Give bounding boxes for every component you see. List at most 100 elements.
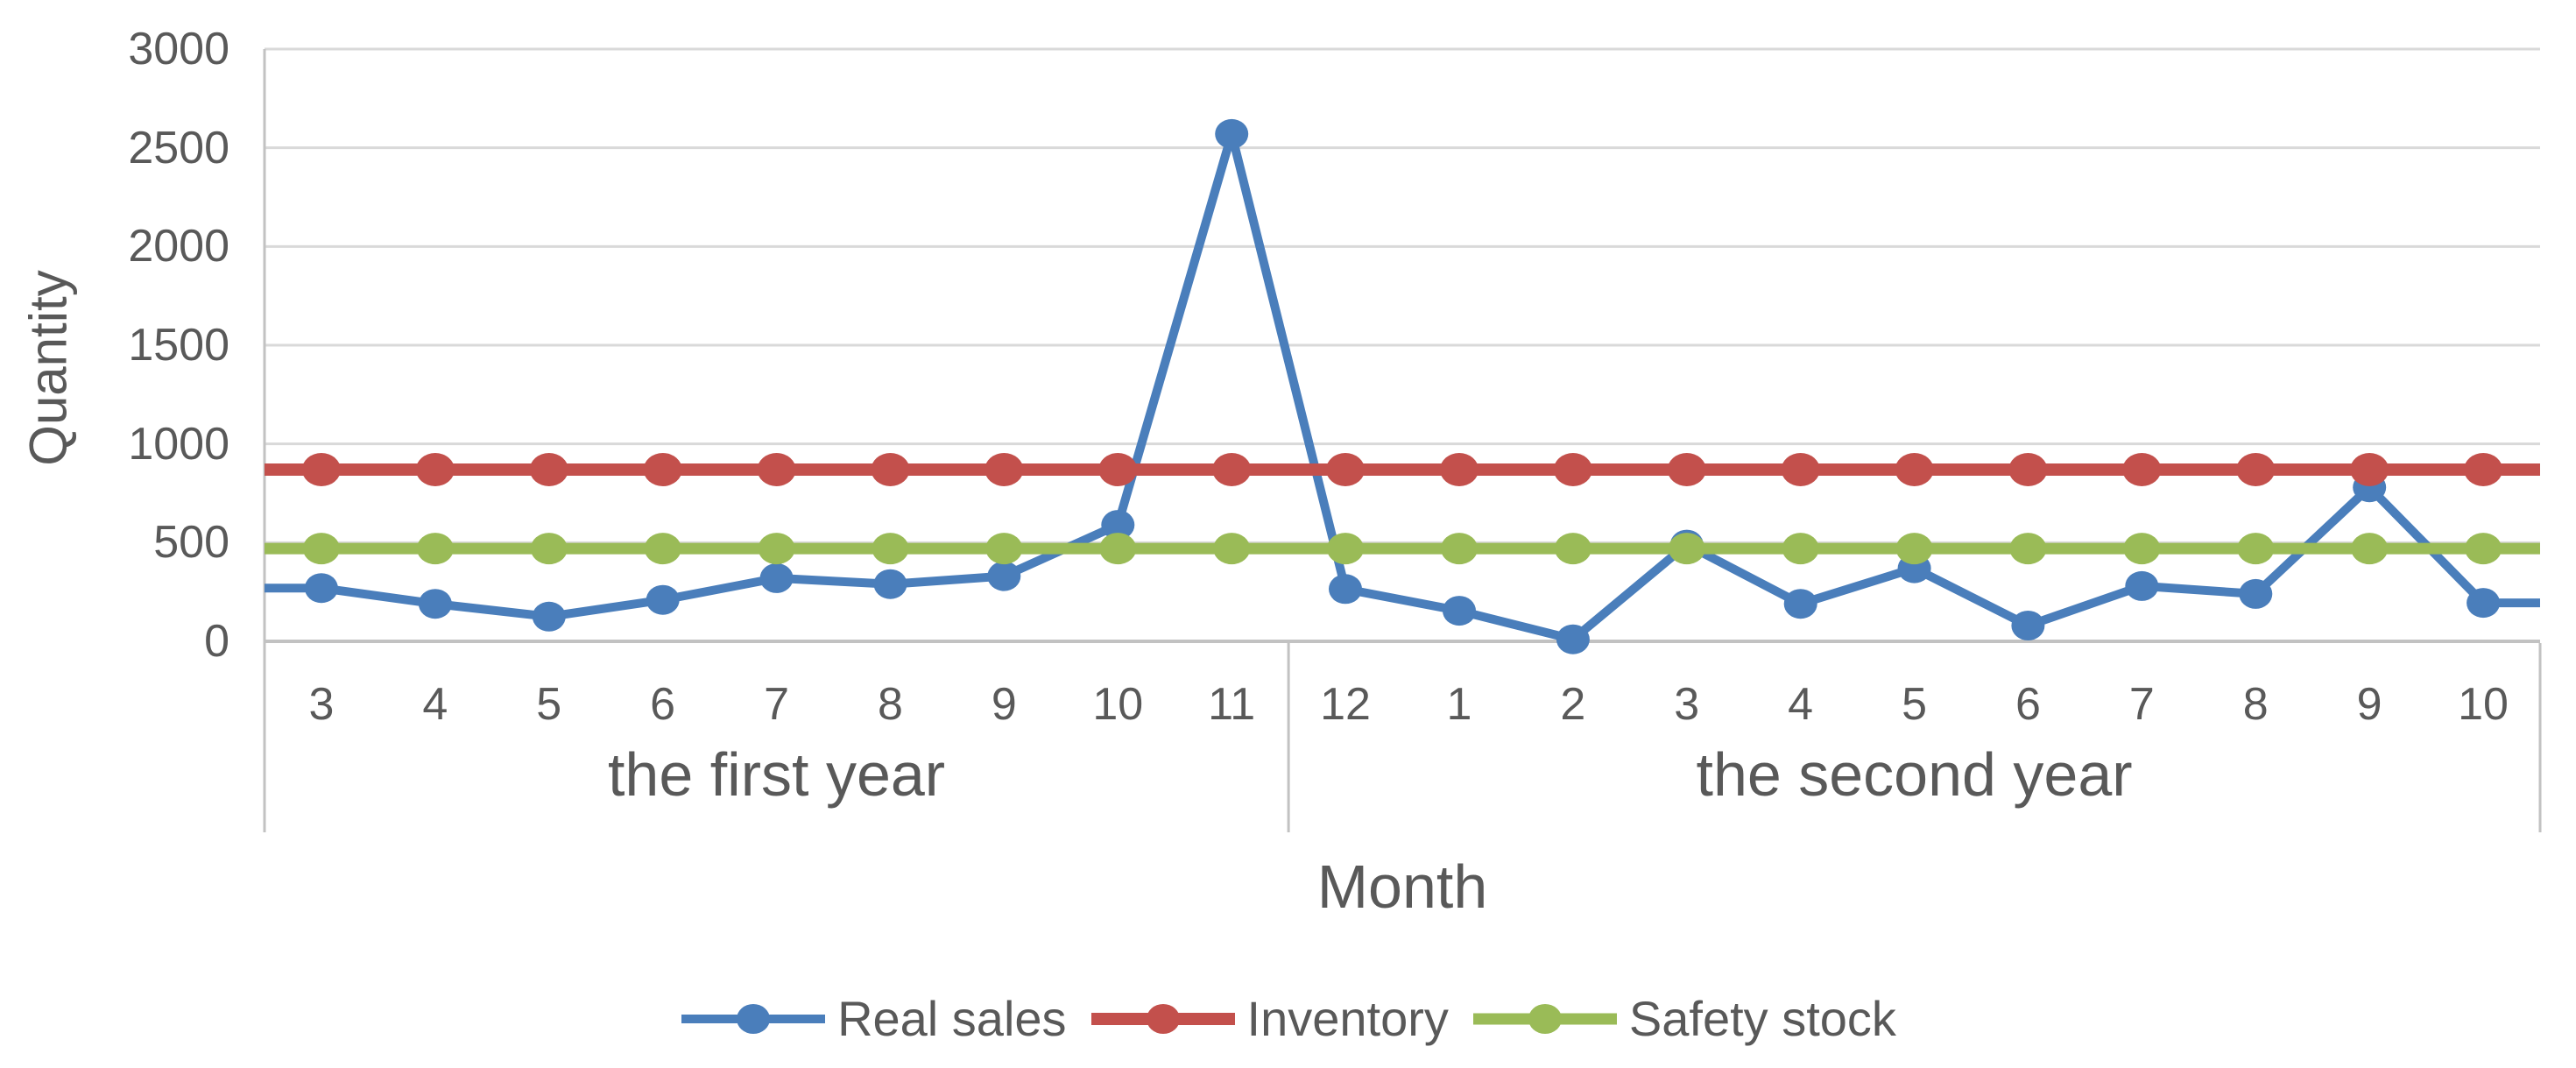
y-tick-label-2500: 2500 — [128, 122, 229, 173]
data-point-marker — [1212, 453, 1252, 486]
y-axis-title: Quantity — [18, 270, 78, 466]
data-point-marker — [2464, 453, 2503, 486]
data-point-marker — [987, 561, 1021, 591]
x-tick-label: 5 — [1902, 679, 1928, 730]
data-point-marker — [759, 562, 794, 593]
data-point-marker — [1441, 533, 1478, 565]
x-tick-label: 10 — [2458, 679, 2509, 730]
data-point-marker — [301, 453, 341, 486]
data-point-marker — [1556, 624, 1590, 654]
data-point-marker — [985, 533, 1023, 565]
x-tick-label: 11 — [1208, 679, 1256, 730]
data-point-marker — [302, 533, 340, 565]
data-point-marker — [2008, 453, 2048, 486]
x-tick-label: 7 — [764, 679, 790, 730]
series-safety-stock — [265, 533, 2540, 565]
y-tick-label-1000: 1000 — [128, 418, 229, 470]
data-point-marker — [2236, 453, 2276, 486]
x-tick-label: 4 — [1788, 679, 1814, 730]
x-group-label-first-year: the first year — [607, 740, 946, 809]
data-point-marker — [416, 533, 454, 565]
data-point-marker — [1329, 574, 1362, 605]
data-point-marker — [2239, 578, 2273, 609]
data-point-marker — [532, 601, 566, 632]
data-point-marker — [1443, 596, 1476, 626]
data-point-marker — [1667, 453, 1706, 486]
data-point-marker — [304, 573, 338, 604]
x-tick-label: 6 — [2015, 679, 2041, 730]
data-point-marker — [1215, 118, 1249, 149]
y-tick-label-1500: 1500 — [128, 320, 229, 371]
data-point-marker — [2123, 533, 2161, 565]
legend-item-safety-stock: Safety stock — [1471, 988, 1896, 1050]
data-point-marker — [2237, 533, 2275, 565]
data-point-marker — [1101, 510, 1135, 541]
data-point-marker — [1553, 453, 1592, 486]
y-tick-label-3000: 3000 — [128, 24, 229, 74]
data-point-marker — [2011, 611, 2045, 640]
legend-marker-inventory — [1090, 1004, 1235, 1034]
series-inventory — [265, 453, 2540, 486]
data-point-marker — [1783, 589, 1817, 619]
data-point-marker — [1668, 533, 1705, 565]
x-group-label-second-year: the second year — [1696, 740, 2133, 809]
data-point-marker — [644, 533, 681, 565]
legend-item-inventory: Inventory — [1090, 988, 1449, 1050]
y-tick-label-500: 500 — [153, 517, 229, 569]
legend-marker-safety-stock — [1472, 1004, 1617, 1034]
x-tick-label: 12 — [1320, 679, 1371, 730]
legend-item-real-sales: Real sales — [680, 988, 1067, 1050]
data-point-marker — [1098, 453, 1138, 486]
data-point-marker — [758, 533, 795, 565]
x-tick-label: 10 — [1092, 679, 1144, 730]
data-point-marker — [1099, 533, 1137, 565]
data-point-marker — [2467, 588, 2501, 619]
data-point-marker — [643, 453, 682, 486]
data-point-marker — [871, 453, 910, 486]
data-point-marker — [757, 453, 796, 486]
x-tick-label: 3 — [308, 679, 335, 730]
x-tick-label: 4 — [422, 679, 448, 730]
x-tick-label: 5 — [536, 679, 562, 730]
data-point-marker — [1440, 453, 1479, 486]
data-point-marker — [2350, 453, 2389, 486]
x-tick-label: 6 — [650, 679, 676, 730]
x-tick-label: 2 — [1560, 679, 1586, 730]
x-tick-label: 9 — [991, 679, 1017, 730]
legend-marker-real-sales — [681, 1004, 826, 1034]
gridlines — [265, 47, 2540, 544]
x-tick-label: 8 — [2242, 679, 2269, 730]
data-point-marker — [529, 453, 568, 486]
data-point-marker — [1895, 533, 1933, 565]
x-tick-label: 8 — [877, 679, 903, 730]
data-point-marker — [1895, 453, 1934, 486]
series-line — [265, 129, 2540, 644]
data-point-marker — [1326, 453, 1365, 486]
legend-label: Safety stock — [1628, 991, 1896, 1046]
data-point-marker — [530, 533, 568, 565]
data-point-marker — [985, 453, 1024, 486]
data-point-marker — [872, 533, 909, 565]
data-point-marker — [2122, 453, 2162, 486]
data-point-marker — [415, 453, 455, 486]
data-point-marker — [2125, 570, 2159, 601]
legend-label: Real sales — [837, 991, 1067, 1046]
data-point-marker — [1781, 453, 1820, 486]
y-tick-label-0: 0 — [204, 616, 229, 667]
legend-label: Inventory — [1246, 991, 1449, 1046]
data-point-marker — [1782, 533, 1819, 565]
x-tick-label: 1 — [1446, 679, 1472, 730]
data-point-marker — [873, 569, 907, 599]
chart-legend: Real sales Inventory Safety stock — [0, 988, 2576, 1050]
data-point-marker — [646, 584, 680, 615]
data-point-marker — [418, 589, 452, 619]
axes — [263, 49, 2542, 832]
data-point-marker — [2351, 533, 2389, 565]
x-tick-label: 9 — [2356, 679, 2382, 730]
series-real-sales — [265, 118, 2540, 654]
data-point-marker — [2009, 533, 2047, 565]
data-point-marker — [2465, 533, 2502, 565]
data-point-marker — [1213, 533, 1251, 565]
